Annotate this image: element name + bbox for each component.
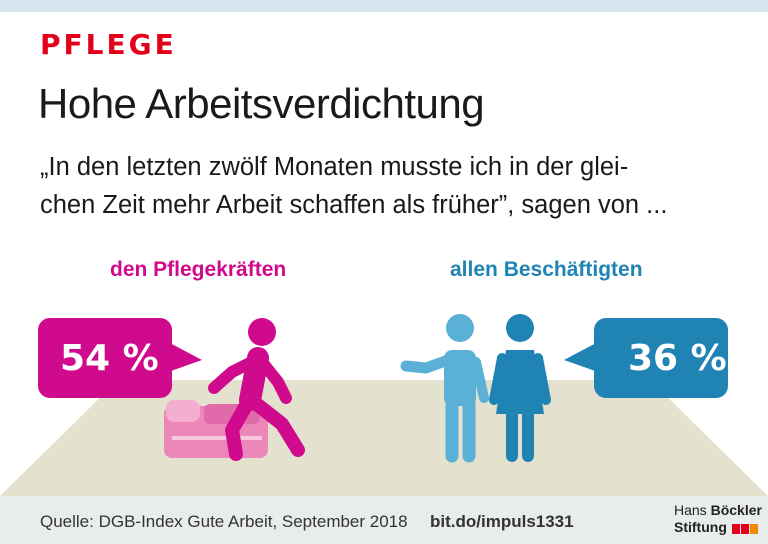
speech-bubble-right xyxy=(564,318,728,398)
source-note: Quelle: DGB-Index Gute Arbeit, September… xyxy=(40,512,408,531)
quote-line-2: chen Zeit mehr Arbeit schaffen als frühe… xyxy=(40,191,668,219)
logo-line-2: Stiftung xyxy=(674,519,727,535)
source-link[interactable]: bit.do/impuls1331 xyxy=(430,512,574,531)
value-all-employees: 36 % xyxy=(628,338,727,379)
illustration xyxy=(0,314,768,496)
value-nurses: 54 % xyxy=(60,338,159,379)
page-title: Hohe Arbeitsverdichtung xyxy=(38,80,485,127)
logo-hans: Hans xyxy=(674,502,711,518)
survey-quote: „In den letzten zwölf Monaten musste ich… xyxy=(40,148,730,224)
group-label-nurses: den Pflegekräften xyxy=(110,258,287,281)
logo-boeckler: Böckler xyxy=(710,502,762,518)
speech-bubble-left xyxy=(38,318,202,398)
woman-icon xyxy=(489,314,551,462)
top-band xyxy=(0,0,768,12)
footer-band xyxy=(0,496,768,544)
logo-line-1: Hans Böckler xyxy=(674,502,762,518)
quote-line-1: „In den letzten zwölf Monaten musste ich… xyxy=(40,153,629,181)
foundation-logo: Hans Böckler Stiftung xyxy=(666,502,762,540)
walking-nurse-icon xyxy=(208,318,305,461)
group-label-all-employees: allen Beschäftigten xyxy=(450,258,643,281)
topic-kicker: PFLEGE xyxy=(40,28,177,61)
man-icon xyxy=(400,314,489,463)
logo-mark-icon xyxy=(732,524,758,534)
